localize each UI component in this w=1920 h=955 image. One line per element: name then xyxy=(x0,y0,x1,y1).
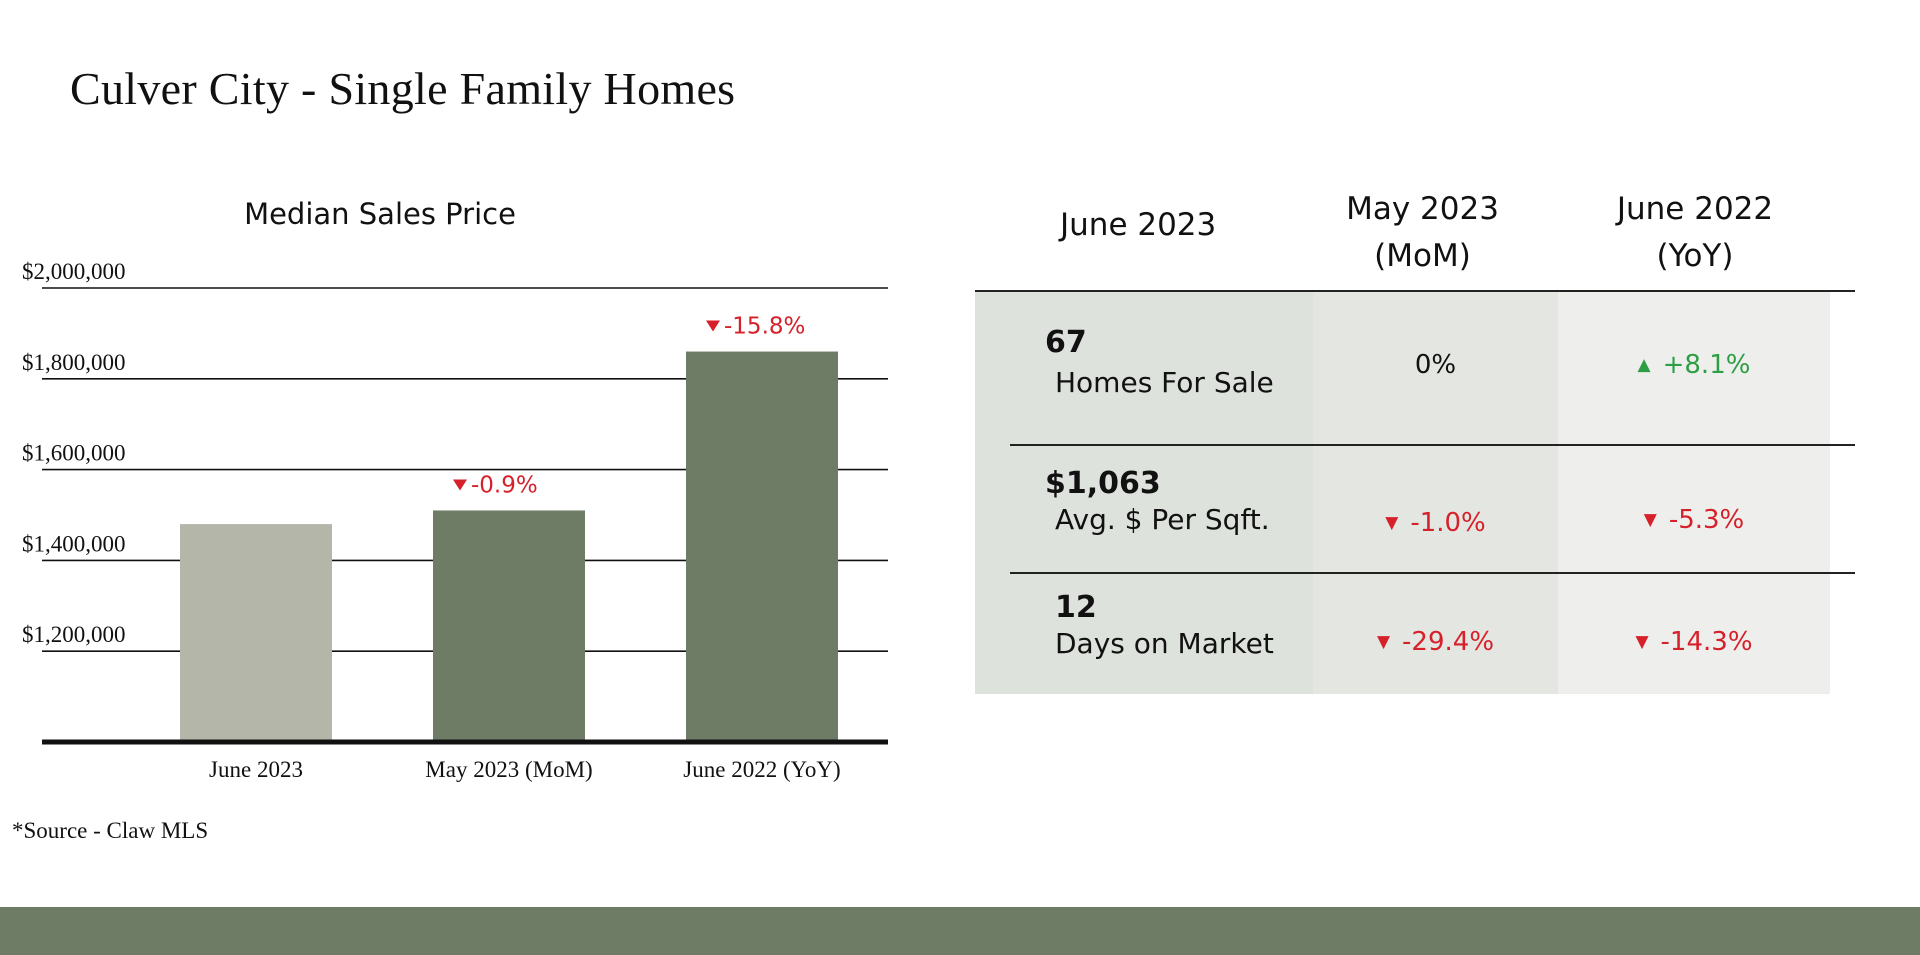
header-current-period: June 2023 xyxy=(995,202,1295,249)
bar xyxy=(433,510,585,742)
header-mom-line1: May 2023 xyxy=(1346,191,1499,227)
y-tick-label: $1,200,000 xyxy=(22,622,126,647)
bar-annotation-label: -0.9% xyxy=(471,472,538,498)
bar-annotations: -0.9% -15.8% xyxy=(453,314,805,498)
row-divider-2 xyxy=(1010,572,1855,574)
market-stats-table: June 2023 May 2023 (MoM) June 2022 (YoY)… xyxy=(975,180,1855,695)
footer-accent-bar xyxy=(0,907,1920,955)
down-triangle-icon: ▼ xyxy=(1643,510,1657,530)
header-mom: May 2023 (MoM) xyxy=(1300,186,1545,280)
y-axis-tick-labels: $1,200,000 $1,400,000 $1,600,000 $1,800,000… xyxy=(22,259,126,647)
column-current-background xyxy=(975,292,1313,694)
y-tick-label: $2,000,000 xyxy=(22,259,126,284)
header-divider xyxy=(975,290,1855,292)
homes-for-sale-label: Homes For Sale xyxy=(1055,366,1274,399)
days-on-market-mom: ▼ -29.4% xyxy=(1313,627,1558,657)
homes-for-sale-value: 67 xyxy=(1045,325,1087,360)
header-yoy: June 2022 (YoY) xyxy=(1545,186,1845,280)
x-tick-label: June 2022 (YoY) xyxy=(683,757,840,782)
column-mom-background xyxy=(1313,292,1558,694)
header-current-label: June 2023 xyxy=(1060,207,1217,243)
homes-for-sale-yoy: ▲ +8.1% xyxy=(1558,350,1830,380)
days-on-market-mom-text: -29.4% xyxy=(1402,627,1495,657)
up-triangle-icon: ▲ xyxy=(1637,355,1651,375)
y-tick-label: $1,800,000 xyxy=(22,350,126,375)
avg-price-per-sqft-label: Avg. $ Per Sqft. xyxy=(1055,503,1270,536)
avg-price-per-sqft-mom-text: -1.0% xyxy=(1410,508,1486,538)
avg-price-per-sqft-mom: ▼ -1.0% xyxy=(1313,508,1558,538)
page-title: Culver City - Single Family Homes xyxy=(70,63,736,114)
bars xyxy=(180,351,838,742)
chart-title: Median Sales Price xyxy=(244,197,516,231)
column-yoy-background xyxy=(1558,292,1830,694)
homes-for-sale-mom: 0% xyxy=(1313,350,1558,380)
days-on-market-yoy: ▼ -14.3% xyxy=(1558,627,1830,657)
down-triangle-icon xyxy=(706,320,720,332)
down-triangle-icon: ▼ xyxy=(1385,513,1399,533)
days-on-market-label: Days on Market xyxy=(1055,627,1274,660)
homes-for-sale-yoy-text: +8.1% xyxy=(1662,350,1751,380)
row-divider-1 xyxy=(1010,444,1855,446)
header-yoy-line1: June 2022 xyxy=(1616,191,1774,227)
bar-annotation-label: -15.8% xyxy=(724,314,805,340)
header-mom-line2: (MoM) xyxy=(1374,238,1471,274)
x-axis-tick-labels: June 2023 May 2023 (MoM) June 2022 (YoY) xyxy=(209,757,841,782)
bar xyxy=(180,524,332,742)
header-yoy-line2: (YoY) xyxy=(1656,238,1734,274)
y-tick-label: $1,400,000 xyxy=(22,531,126,556)
homes-for-sale-mom-text: 0% xyxy=(1414,350,1457,380)
avg-price-per-sqft-yoy-text: -5.3% xyxy=(1668,505,1745,535)
avg-price-per-sqft-yoy: ▼ -5.3% xyxy=(1558,505,1830,535)
down-triangle-icon: ▼ xyxy=(1376,632,1391,652)
down-triangle-icon xyxy=(453,479,467,491)
bar xyxy=(686,351,838,742)
avg-price-per-sqft-value: $1,063 xyxy=(1045,466,1161,501)
down-triangle-icon: ▼ xyxy=(1635,632,1649,652)
source-note: *Source - Claw MLS xyxy=(12,818,209,843)
median-sales-price-chart: Median Sales Price $1,200,000$1,400,000$… xyxy=(22,197,888,782)
days-on-market-yoy-text: -14.3% xyxy=(1660,627,1753,657)
days-on-market-value: 12 xyxy=(1055,590,1097,625)
x-tick-label: May 2023 (MoM) xyxy=(425,757,592,782)
x-tick-label: June 2023 xyxy=(209,757,303,782)
y-tick-label: $1,600,000 xyxy=(22,441,126,466)
